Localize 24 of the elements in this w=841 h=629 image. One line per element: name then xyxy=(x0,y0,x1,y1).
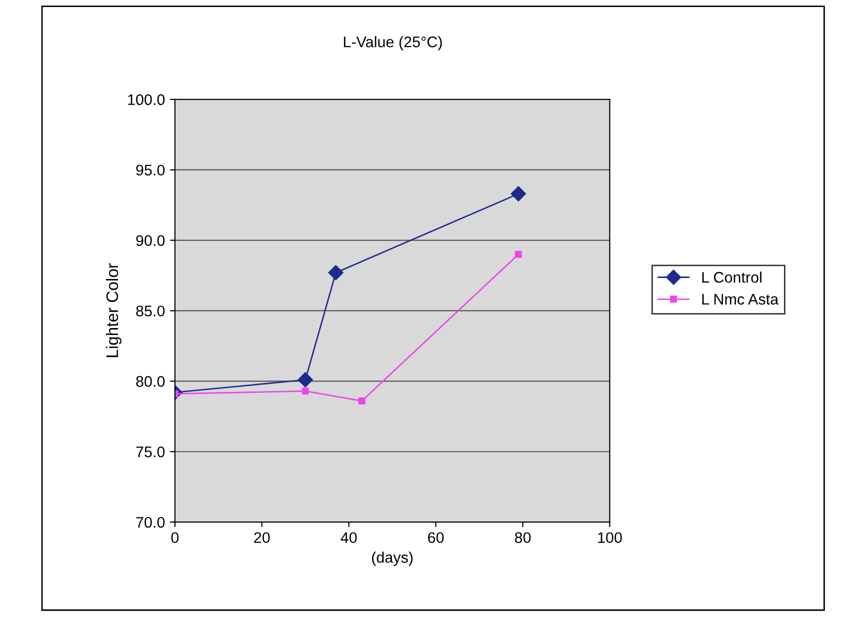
y-tick-label: 75.0 xyxy=(136,446,165,458)
point xyxy=(302,388,309,395)
point xyxy=(510,186,526,202)
chart-title: L-Value (25°C) xyxy=(344,36,442,50)
point xyxy=(298,372,313,388)
point xyxy=(514,250,522,258)
legend-label: L Control xyxy=(702,272,762,283)
x-tick-label: 0 xyxy=(171,532,179,544)
x-tick-label: 100 xyxy=(598,532,622,544)
x-tick-label: 40 xyxy=(340,532,357,544)
y-tick-label: 100.0 xyxy=(128,94,165,106)
point xyxy=(328,265,344,280)
point xyxy=(358,397,366,404)
y-tick-label: 70.0 xyxy=(136,516,165,528)
x-tick-label: 20 xyxy=(254,532,270,544)
y-tick-label: 90.0 xyxy=(136,235,165,246)
y-tick-label: 95.0 xyxy=(136,164,165,176)
x-tick-label: 80 xyxy=(514,532,531,544)
y-tick-label: 80.0 xyxy=(136,376,165,387)
x-axis-title: (days) xyxy=(372,552,413,566)
legend-label: L Nmc Asta xyxy=(702,294,779,305)
x-tick-label: 60 xyxy=(428,532,444,544)
y-tick-label: 85.0 xyxy=(136,306,165,316)
y-axis-title: Lighter Color xyxy=(106,263,122,358)
